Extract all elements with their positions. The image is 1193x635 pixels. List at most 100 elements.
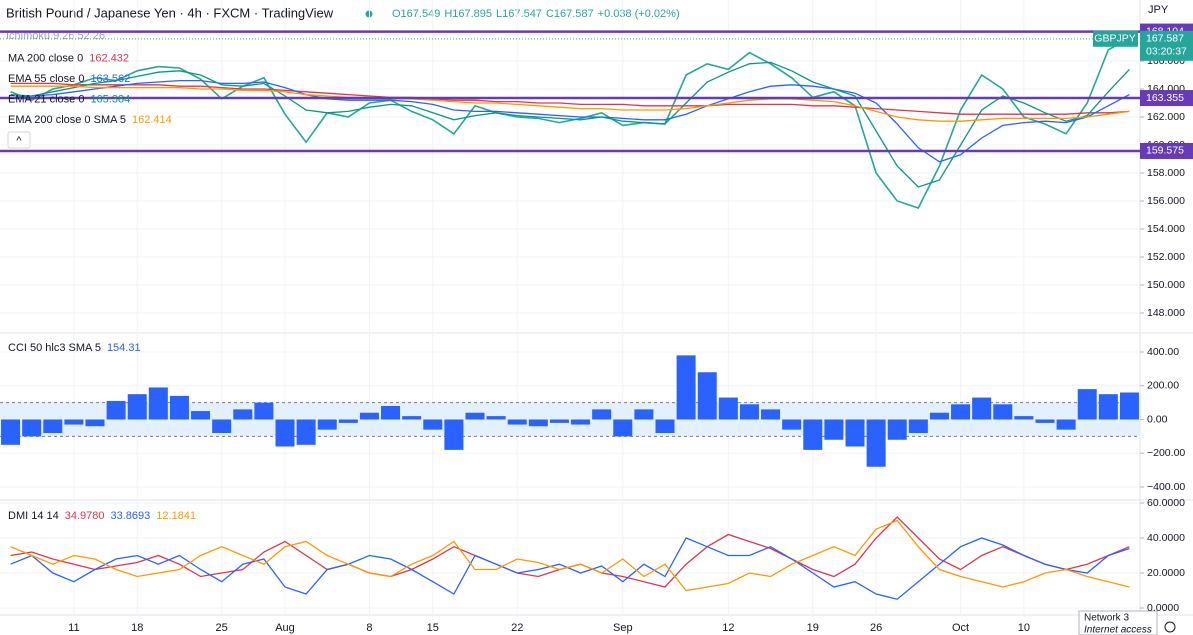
cci-bar (402, 416, 422, 420)
indicator-value: 162.414 (132, 114, 172, 126)
cci-bar (338, 419, 358, 423)
cci-bar (486, 416, 506, 420)
cci-bar (169, 395, 189, 420)
level-tag (1140, 90, 1193, 107)
x-tick-label: 11 (68, 622, 79, 634)
cci-bar (507, 419, 527, 425)
cci-bar (465, 412, 485, 420)
cci-bar (381, 405, 401, 420)
cci-bar (191, 411, 211, 420)
cci-bar (782, 419, 802, 430)
indicator-name: MA 200 close 0 (8, 52, 83, 64)
indicator-value: 154.31 (107, 342, 141, 354)
x-tick-label: 19 (807, 622, 819, 634)
cci-bar (1, 419, 21, 445)
series-line (10, 537, 1130, 600)
x-tick-label: Oct (952, 622, 969, 634)
indicator-name: CCI 50 hlc3 SMA 5 (8, 342, 101, 354)
cci-bar (697, 372, 717, 420)
series-line (10, 79, 1130, 163)
y-tick-label: 60.0000 (1147, 497, 1185, 509)
x-tick-label: Sep (613, 622, 633, 634)
y-tick-label: 40.0000 (1147, 532, 1185, 544)
y-tick-label: 200.00 (1147, 380, 1179, 392)
y-tick-label: −200.00 (1147, 447, 1185, 459)
cci-bar (951, 404, 971, 420)
y-tick-label: 0.00 (1147, 413, 1168, 425)
level-tag (1140, 142, 1193, 159)
x-tick-label: 15 (427, 622, 439, 634)
series-line (10, 519, 1130, 592)
x-tick-label: 25 (216, 622, 228, 634)
indicator-name: EMA 200 close 0 SMA 5 (8, 114, 126, 126)
cci-bar (85, 419, 105, 427)
y-tick-label: 148.000 (1147, 307, 1185, 319)
level-label: 163.355 (1146, 92, 1184, 104)
cci-bar (739, 404, 759, 420)
y-tick-label: 150.000 (1147, 279, 1185, 291)
cci-bar (676, 355, 696, 420)
cci-bar (549, 419, 569, 423)
y-tick-label: 400.00 (1147, 346, 1179, 358)
collapse-icon[interactable]: ^ (16, 135, 22, 147)
cci-bar (296, 419, 316, 445)
cci-bar (444, 419, 464, 450)
cci-bar (972, 397, 992, 420)
collapse-button[interactable] (7, 131, 31, 149)
cci-bar (993, 404, 1013, 420)
symbol-title: British Pound / Japanese Yen · 4h · FXCM… (6, 5, 334, 20)
cci-bar (1014, 416, 1034, 420)
y-tick-label: 158.000 (1147, 167, 1185, 179)
x-tick-label: Aug (275, 622, 295, 634)
cci-bar (233, 409, 253, 420)
y-tick-label: 152.000 (1147, 251, 1185, 263)
series-line (10, 82, 1130, 115)
indicator-value: 163.562 (90, 73, 130, 85)
cci-bar (718, 397, 738, 420)
last-price-tag (1140, 30, 1193, 61)
ohlc-value: +0.038 (+0.02%) (598, 8, 680, 20)
cci-bar (1035, 419, 1055, 423)
x-tick-label: 12 (722, 622, 734, 634)
level-label: 159.575 (1146, 145, 1184, 157)
symbol-tag (1093, 30, 1138, 47)
cci-bar (127, 394, 147, 420)
last-price-label: 167.587 (1146, 33, 1184, 45)
x-tick-label: 10 (1018, 622, 1030, 634)
cci-bar (106, 400, 126, 420)
network-tooltip (1078, 610, 1158, 635)
cci-bar (655, 419, 675, 434)
network-subtitle: Internet access (1084, 625, 1152, 635)
x-tick-label: 22 (511, 622, 523, 634)
y-tick-label: 0.0000 (1147, 602, 1179, 614)
cci-bar (423, 419, 443, 430)
cci-bar (592, 409, 612, 420)
cci-bar (148, 387, 168, 420)
cci-bar (528, 419, 548, 427)
bar-timer: 03:20:37 (1146, 46, 1187, 58)
cci-bar (613, 419, 633, 437)
cci-bar (22, 419, 42, 437)
cci-bar (212, 419, 232, 434)
cci-bar (887, 419, 907, 440)
ohlc-value: L167.547 (496, 8, 542, 20)
y-tick-label: 156.000 (1147, 195, 1185, 207)
ohlc-value: O167.549 (392, 8, 440, 20)
cci-band (0, 402, 1140, 437)
ohlc-value: C167.587 (546, 8, 594, 20)
cci-bar (1119, 392, 1139, 420)
indicator-name: EMA 55 close 0 (8, 73, 84, 85)
y-tick-label: 154.000 (1147, 223, 1185, 235)
cci-bar (634, 409, 654, 420)
indicator-value: 162.432 (89, 52, 129, 64)
indicator-value: 33.8693 (111, 510, 151, 522)
cci-bar (908, 419, 928, 434)
cci-bar (929, 412, 949, 420)
y-tick-label: −400.00 (1147, 481, 1185, 493)
indicator-name: DMI 14 14 (8, 510, 59, 522)
cci-bar (845, 419, 865, 447)
cci-bar (803, 419, 823, 450)
cci-bar (824, 419, 844, 440)
settings-icon[interactable] (1164, 621, 1176, 633)
